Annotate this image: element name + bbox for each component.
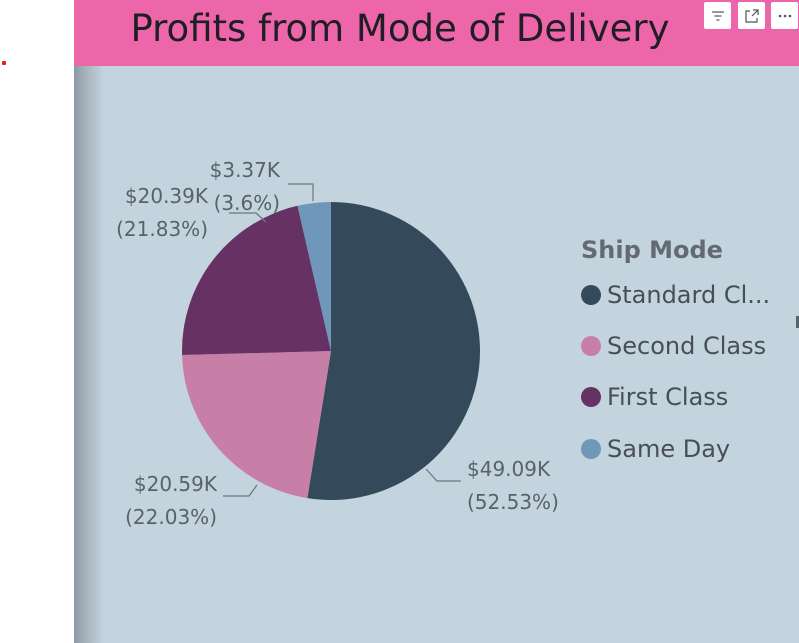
data-label-value-same-day: $3.37K: [210, 158, 281, 182]
pie-slice-second-class[interactable]: [182, 351, 331, 499]
visual-left-shadow: [74, 66, 104, 643]
data-label-percent-second-class: (22.03%): [125, 505, 217, 529]
focus-mode-button[interactable]: [738, 2, 765, 29]
title-bar: [74, 0, 799, 66]
red-marker-dot: [2, 61, 6, 65]
legend-item-first-class[interactable]: First Class: [581, 381, 728, 413]
data-label-value-first-class: $20.39K: [125, 184, 209, 208]
data-label-percent-same-day: (3.6%): [214, 191, 280, 215]
filter-button[interactable]: [704, 2, 731, 29]
leader-line-second-class: [223, 484, 258, 497]
legend-swatch-first-class: [581, 387, 601, 407]
data-label-value-standard-class: $49.09K: [467, 457, 551, 481]
data-label-value-second-class: $20.59K: [134, 472, 218, 496]
legend-item-second-class[interactable]: Second Class: [581, 330, 766, 362]
leader-line-first-class: [229, 212, 267, 223]
leader-line-same-day: [288, 183, 314, 201]
scroll-edge-marker: [796, 316, 799, 328]
pie-slice-same-day[interactable]: [297, 202, 331, 351]
pie-slice-standard-class[interactable]: [307, 202, 480, 500]
legend-label-same-day: Same Day: [607, 435, 731, 463]
legend-label-standard-class: Standard Cl...: [607, 281, 771, 309]
focus-mode-icon: [744, 8, 759, 23]
chart-title: Profits from Mode of Delivery: [130, 7, 670, 50]
data-label-percent-standard-class: (52.53%): [467, 490, 559, 514]
pie-slice-first-class[interactable]: [182, 205, 331, 356]
legend-label-first-class: First Class: [607, 383, 729, 411]
filter-icon: [711, 10, 724, 21]
legend-item-same-day[interactable]: Same Day: [581, 433, 730, 465]
legend-swatch-second-class: [581, 336, 601, 356]
legend-item-standard-class[interactable]: Standard Cl...: [581, 279, 770, 311]
legend-swatch-standard-class: [581, 285, 601, 305]
more-options-button[interactable]: [771, 2, 798, 29]
data-label-percent-first-class: (21.83%): [116, 217, 208, 241]
leader-line-standard-class: [425, 468, 461, 482]
legend-label-second-class: Second Class: [607, 332, 767, 360]
legend-title: Ship Mode: [581, 236, 723, 264]
more-options-icon: [778, 14, 791, 17]
legend-swatch-same-day: [581, 439, 601, 459]
